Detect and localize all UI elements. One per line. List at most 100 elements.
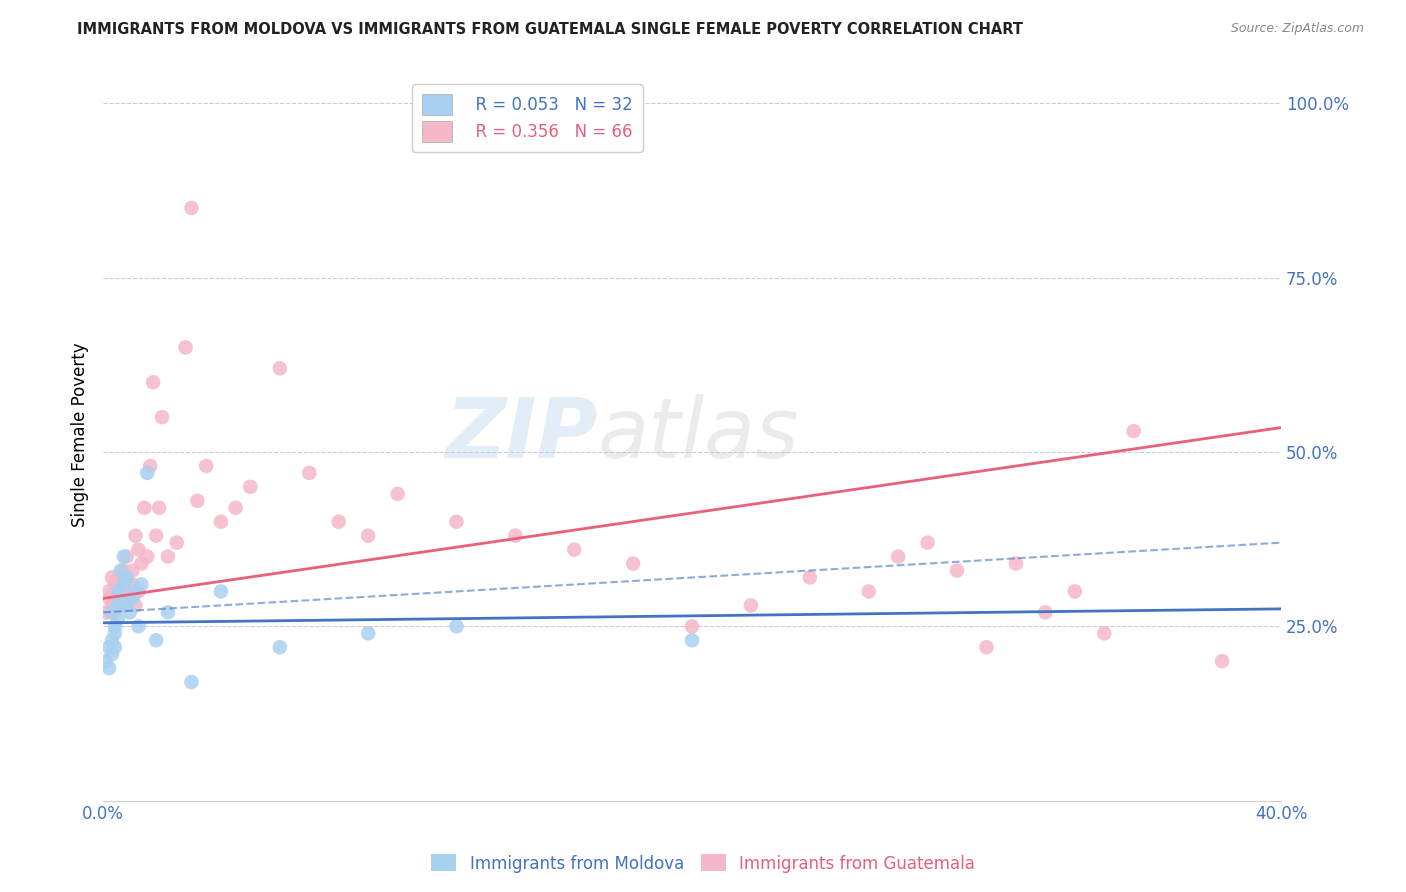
Point [124, 599, 146, 613]
Point [1122, 424, 1144, 438]
Point [115, 570, 138, 584]
Point [180, 675, 202, 690]
Legend: Immigrants from Moldova, Immigrants from Guatemala: Immigrants from Moldova, Immigrants from… [425, 847, 981, 880]
Point [121, 564, 143, 578]
Point [740, 599, 762, 613]
Point [209, 515, 232, 529]
Point [115, 570, 138, 584]
Point [107, 584, 129, 599]
Point [387, 487, 409, 501]
Point [150, 410, 173, 425]
Point [104, 619, 127, 633]
Point [110, 591, 132, 606]
Point [1005, 557, 1028, 571]
Point [121, 591, 143, 606]
Point [127, 584, 149, 599]
Point [239, 480, 262, 494]
Point [131, 577, 153, 591]
Point [115, 549, 138, 564]
Point [107, 570, 129, 584]
Point [104, 606, 127, 620]
Text: IMMIGRANTS FROM MOLDOVA VS IMMIGRANTS FROM GUATEMALA SINGLE FEMALE POVERTY CORRE: IMMIGRANTS FROM MOLDOVA VS IMMIGRANTS FR… [77, 22, 1024, 37]
Point [107, 584, 129, 599]
Point [118, 591, 141, 606]
Point [112, 577, 135, 591]
Point [328, 515, 350, 529]
Point [446, 515, 468, 529]
Point [101, 570, 124, 584]
Point [225, 500, 247, 515]
Point [127, 542, 149, 557]
Point [101, 606, 124, 620]
Point [357, 529, 380, 543]
Point [357, 626, 380, 640]
Point [195, 458, 218, 473]
Point [124, 584, 146, 599]
Point [1092, 626, 1115, 640]
Point [134, 500, 156, 515]
Point [174, 340, 197, 354]
Point [209, 584, 232, 599]
Point [121, 577, 143, 591]
Point [148, 500, 170, 515]
Point [562, 542, 585, 557]
Point [107, 612, 129, 626]
Point [269, 361, 291, 376]
Text: Source: ZipAtlas.com: Source: ZipAtlas.com [1230, 22, 1364, 36]
Point [976, 640, 998, 655]
Point [101, 633, 124, 648]
Point [446, 619, 468, 633]
Point [269, 640, 291, 655]
Point [104, 640, 127, 655]
Point [136, 466, 159, 480]
Point [799, 570, 821, 584]
Point [298, 466, 321, 480]
Text: ZIP: ZIP [446, 394, 598, 475]
Point [858, 584, 880, 599]
Point [98, 584, 121, 599]
Point [142, 376, 165, 390]
Point [110, 564, 132, 578]
Point [98, 591, 121, 606]
Point [104, 626, 127, 640]
Point [621, 557, 644, 571]
Point [1063, 584, 1085, 599]
Point [98, 640, 121, 655]
Point [505, 529, 527, 543]
Point [112, 564, 135, 578]
Point [131, 557, 153, 571]
Point [107, 599, 129, 613]
Point [101, 599, 124, 613]
Point [139, 458, 162, 473]
Point [110, 577, 132, 591]
Point [115, 599, 138, 613]
Point [946, 564, 969, 578]
Point [127, 619, 149, 633]
Point [1211, 654, 1233, 668]
Point [94, 654, 117, 668]
Point [112, 584, 135, 599]
Point [118, 584, 141, 599]
Point [118, 606, 141, 620]
Point [107, 599, 129, 613]
Point [917, 535, 939, 549]
Point [94, 606, 117, 620]
Point [180, 201, 202, 215]
Point [136, 549, 159, 564]
Point [110, 591, 132, 606]
Text: atlas: atlas [598, 394, 800, 475]
Legend:   R = 0.053   N = 32,   R = 0.356   N = 66: R = 0.053 N = 32, R = 0.356 N = 66 [412, 84, 643, 152]
Point [186, 493, 208, 508]
Point [166, 535, 188, 549]
Point [1035, 606, 1057, 620]
Point [145, 633, 167, 648]
Point [887, 549, 910, 564]
Point [156, 606, 179, 620]
Point [104, 591, 127, 606]
Point [681, 619, 703, 633]
Point [145, 529, 167, 543]
Point [104, 577, 127, 591]
Point [124, 529, 146, 543]
Point [101, 647, 124, 661]
Point [681, 633, 703, 648]
